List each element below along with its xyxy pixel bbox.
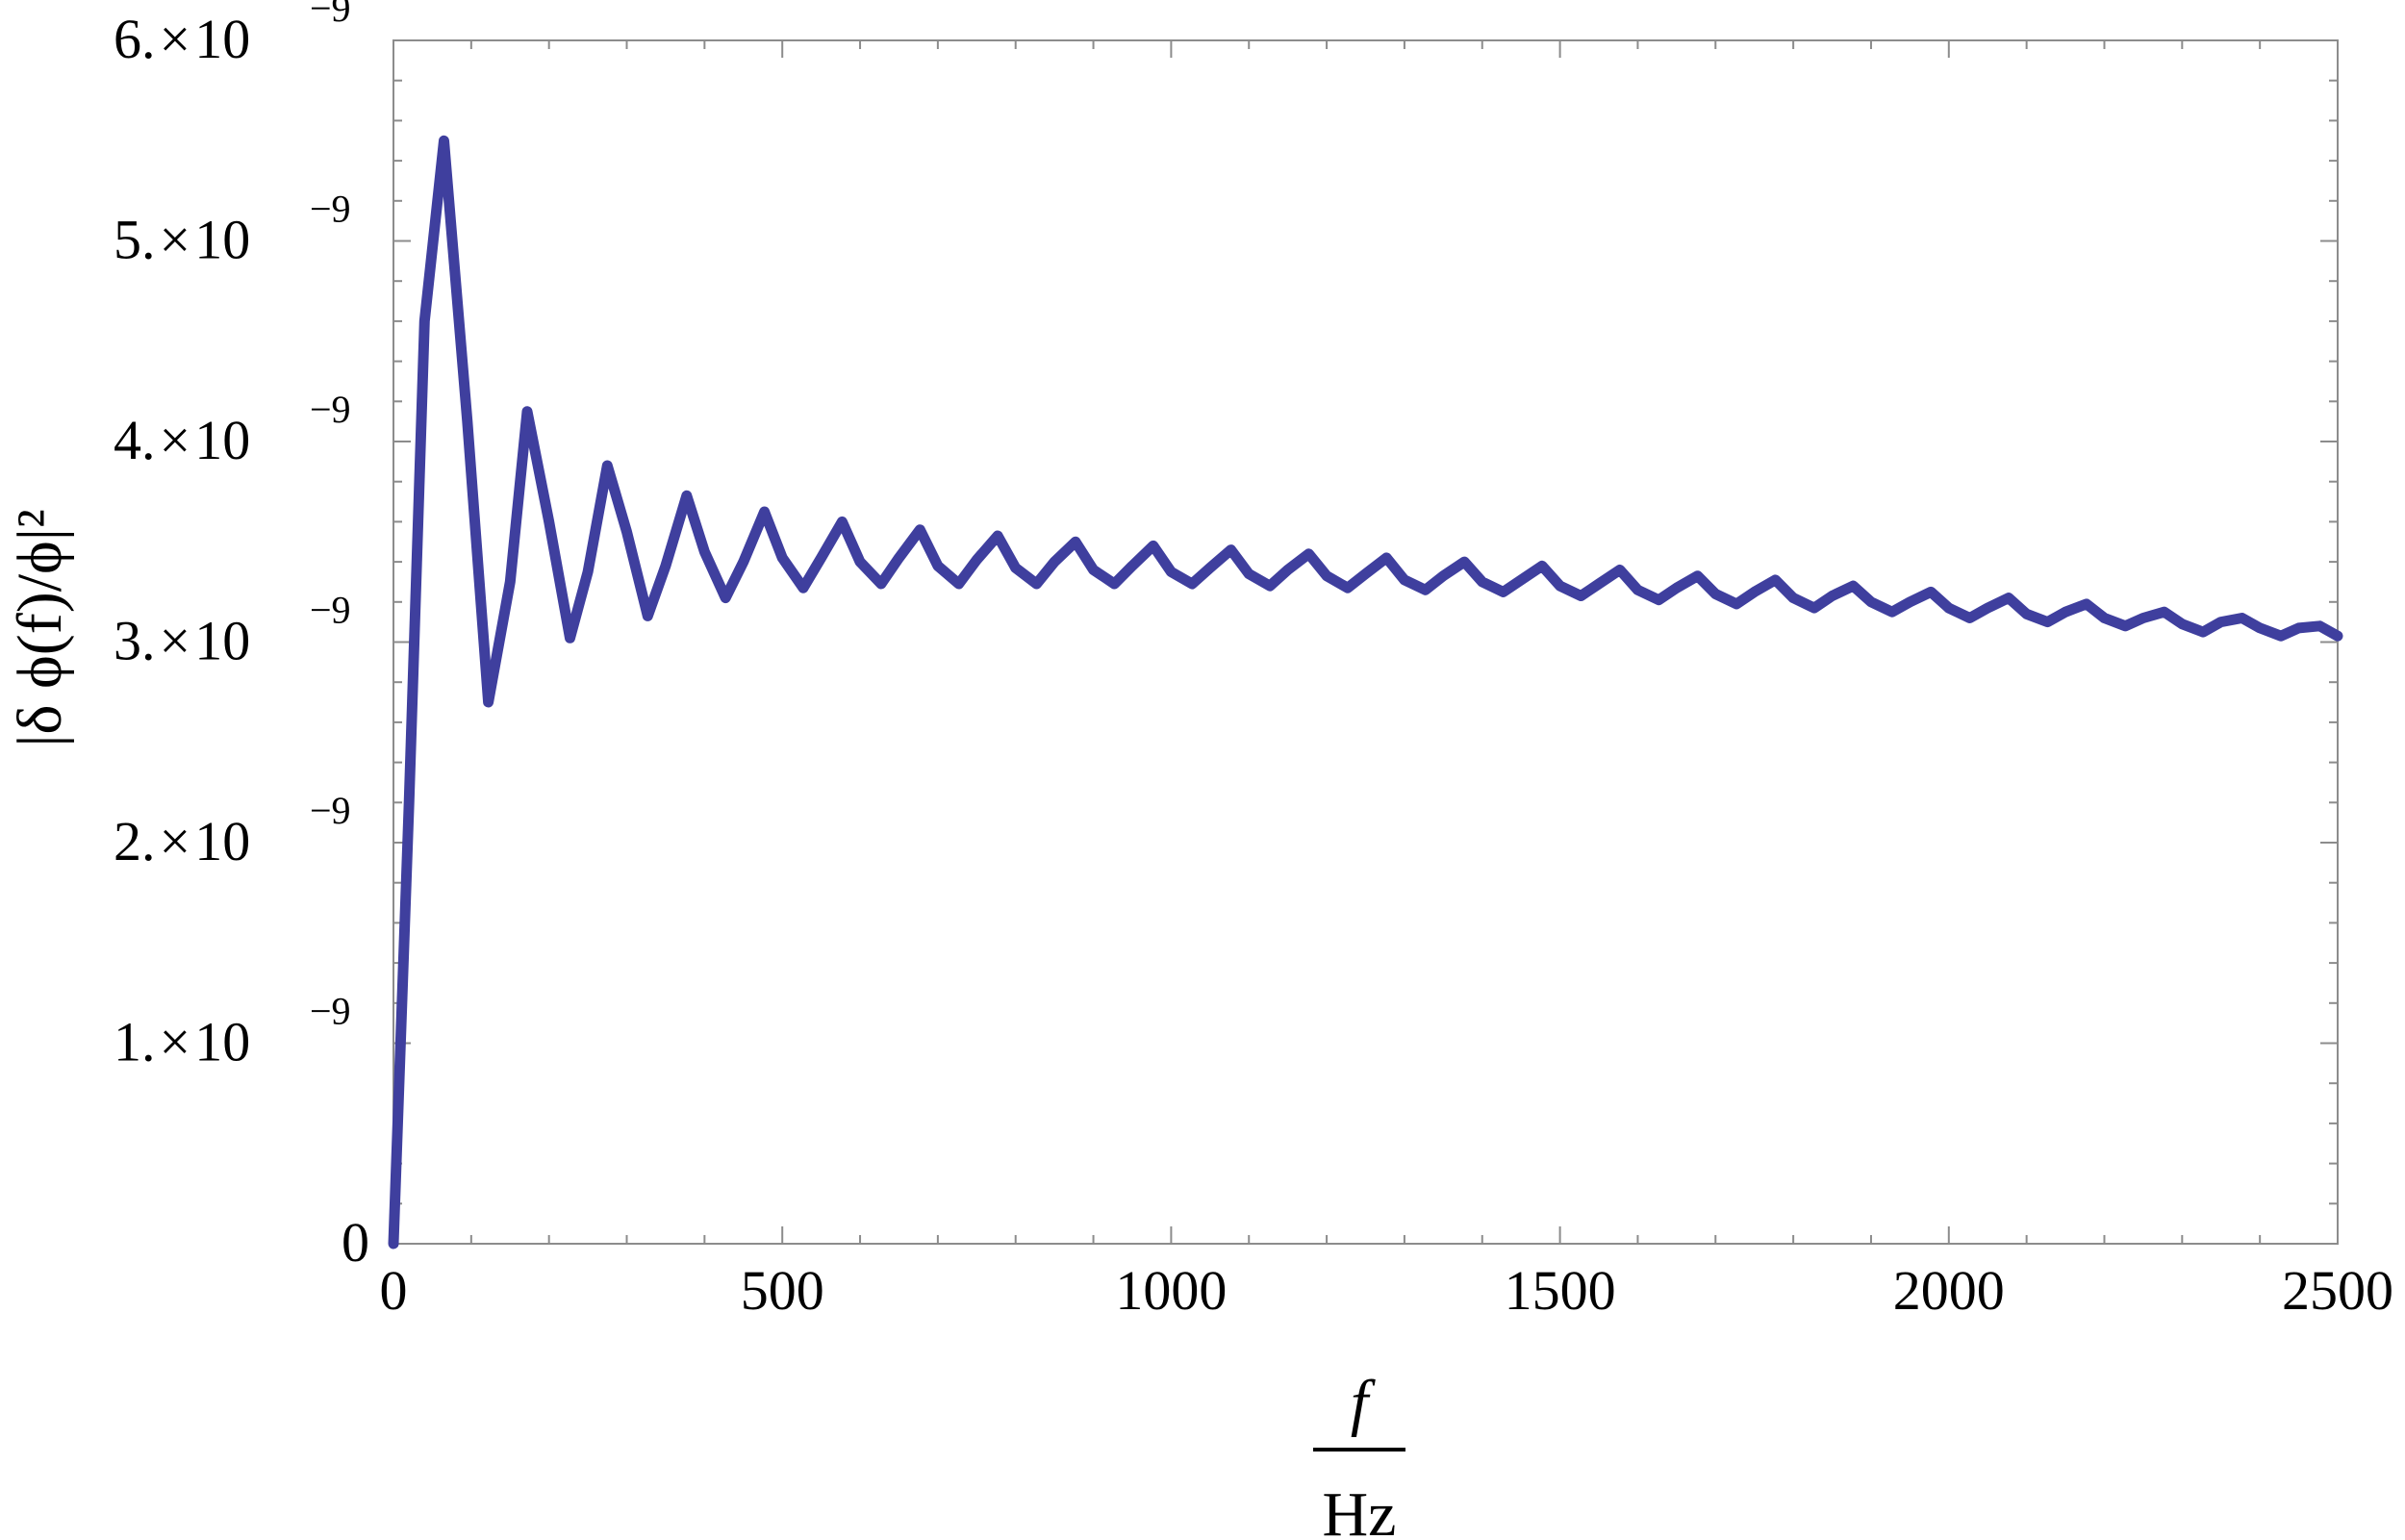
x-tick-labels: 0 500 1000 1500 2000 2500 xyxy=(380,1259,2394,1322)
series-line xyxy=(388,135,2343,1250)
y-axis-label: |δ ϕ(f)/ϕ|² xyxy=(5,509,75,747)
y-tick-label-exponent: −9 xyxy=(310,188,351,231)
y-tick-label-mantissa: 1.×10 xyxy=(114,1011,250,1073)
y-tick-label-mantissa: 5.×10 xyxy=(114,209,250,271)
y-tick-label: 5.×10 −9 xyxy=(114,188,351,271)
y-tick-label: 4.×10 −9 xyxy=(114,388,351,471)
x-tick-label: 2500 xyxy=(2282,1259,2393,1322)
x-tick-label: 0 xyxy=(380,1259,408,1322)
y-tick-label-exponent: −9 xyxy=(310,789,351,832)
y-tick-labels: 01.×10 −92.×10 −93.×10 −94.×10 −95.×10 −96.×1… xyxy=(114,0,369,1274)
x-tick-label: 1000 xyxy=(1115,1259,1227,1322)
y-tick-label: 0 xyxy=(342,1211,369,1274)
y-tick-label-exponent: −9 xyxy=(310,388,351,431)
y-tick-label-mantissa: 6.×10 xyxy=(114,8,250,70)
y-tick-label: 1.×10 −9 xyxy=(114,990,351,1073)
x-tick-label: 2000 xyxy=(1893,1259,2005,1322)
y-tick-label: 3.×10 −9 xyxy=(114,589,351,672)
y-tick-label: 6.×10 −9 xyxy=(114,0,351,70)
y-tick-label-mantissa: 2.×10 xyxy=(114,810,250,872)
x-tick-label: 500 xyxy=(741,1259,824,1322)
y-tick-label-exponent: −9 xyxy=(310,0,351,30)
y-tick-label-mantissa: 4.×10 xyxy=(114,409,250,471)
x-tick-label: 1500 xyxy=(1505,1259,1616,1322)
y-tick-label-exponent: −9 xyxy=(310,589,351,632)
x-axis-label-denominator: Hz xyxy=(1323,1479,1397,1540)
y-tick-label: 2.×10 −9 xyxy=(114,789,351,872)
y-tick-label-exponent: −9 xyxy=(310,990,351,1033)
y-tick-label-mantissa: 3.×10 xyxy=(114,610,250,672)
